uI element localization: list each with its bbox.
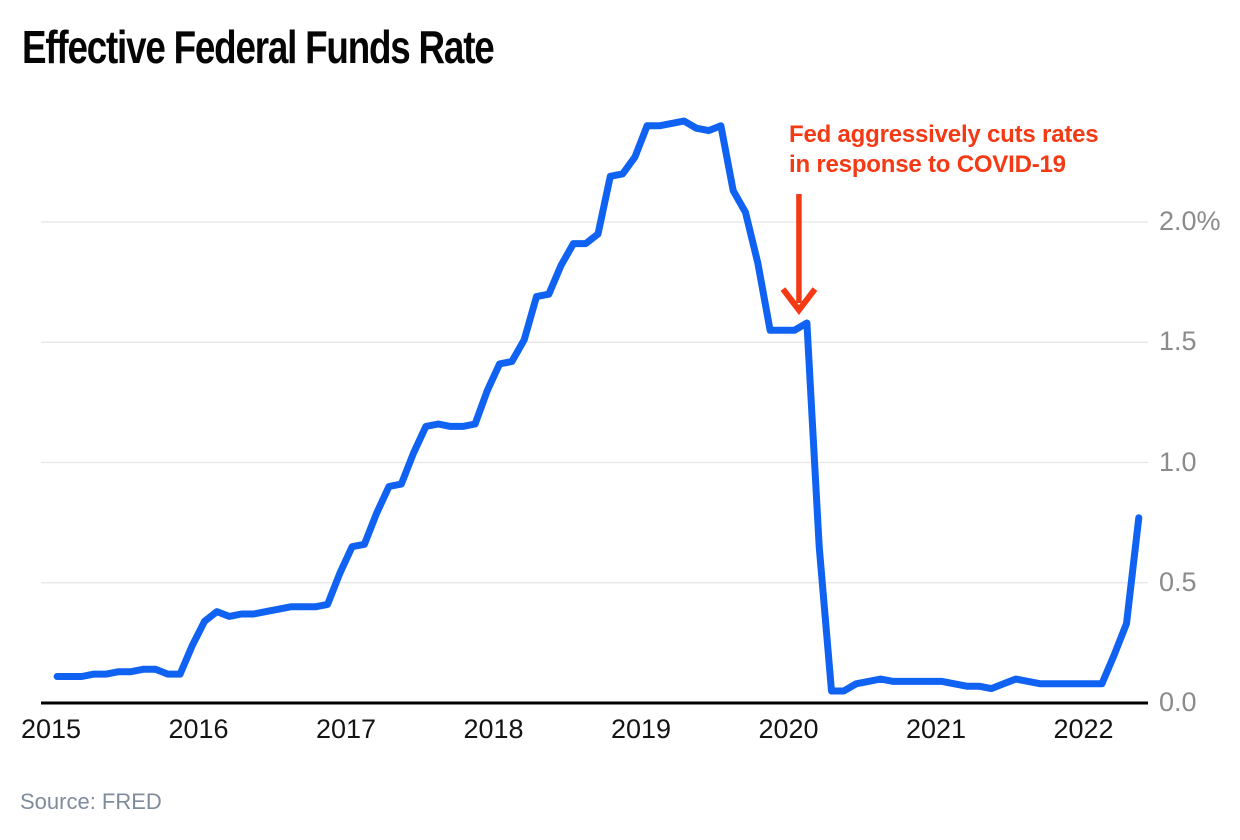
chart-title: Effective Federal Funds Rate (22, 21, 495, 73)
annotation-callout: Fed aggressively cuts rates in response … (789, 120, 1099, 180)
source-caption: Source: FRED (20, 789, 162, 814)
annotation-line2: in response to COVID-19 (789, 151, 1066, 178)
effr-data-line (53, 117, 1143, 695)
annotation-line1: Fed aggressively cuts rates (789, 121, 1099, 148)
annotation-down-arrowhead-icon (780, 287, 818, 315)
